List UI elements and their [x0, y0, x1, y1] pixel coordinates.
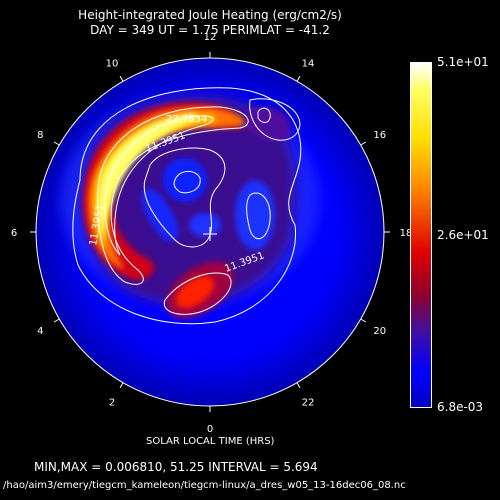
- colorbar-min-label: 6.8e-03: [437, 400, 484, 414]
- hour-label: 16: [373, 130, 386, 141]
- plot-title: Height-integrated Joule Heating (erg/cm2…: [78, 8, 342, 22]
- hour-label: 8: [37, 130, 43, 141]
- hour-label: 6: [11, 228, 17, 239]
- hour-tick: [296, 75, 301, 82]
- hour-label: 12: [204, 32, 217, 43]
- hour-tick: [296, 382, 301, 389]
- colorbar-max-label: 5.1e+01: [437, 55, 489, 69]
- hour-label: 22: [302, 398, 315, 409]
- hour-label: 10: [106, 58, 119, 69]
- contour-label-1: 22.7834: [166, 114, 207, 125]
- colorbar: [410, 62, 432, 408]
- contour-lines: [72, 87, 302, 325]
- hour-tick: [53, 141, 60, 146]
- hour-tick: [119, 382, 124, 389]
- footer-path: /hao/aim3/emery/tiegcm_kameleon/tiegcm-l…: [3, 480, 406, 491]
- hour-label: 14: [302, 58, 315, 69]
- plot-subtitle: DAY = 349 UT = 1.75 PERIMLAT = -41.2: [90, 23, 330, 37]
- hour-tick: [360, 318, 367, 323]
- hour-label: 18: [400, 228, 413, 239]
- hour-tick: [53, 318, 60, 323]
- hour-label: 2: [109, 398, 115, 409]
- x-axis-label: SOLAR LOCAL TIME (HRS): [146, 436, 275, 447]
- hour-tick: [360, 141, 367, 146]
- hour-label: 0: [207, 424, 213, 435]
- hour-label: 20: [373, 326, 386, 337]
- pole-marker: [203, 227, 217, 241]
- footer-stats: MIN,MAX = 0.006810, 51.25 INTERVAL = 5.6…: [34, 460, 318, 474]
- hour-ticks: 0 2 4 6 8 10 12 14 16 18 20 22: [11, 32, 413, 435]
- colorbar-mid-label: 2.6e+01: [437, 228, 489, 242]
- hour-tick: [119, 75, 124, 82]
- hour-label: 4: [37, 326, 43, 337]
